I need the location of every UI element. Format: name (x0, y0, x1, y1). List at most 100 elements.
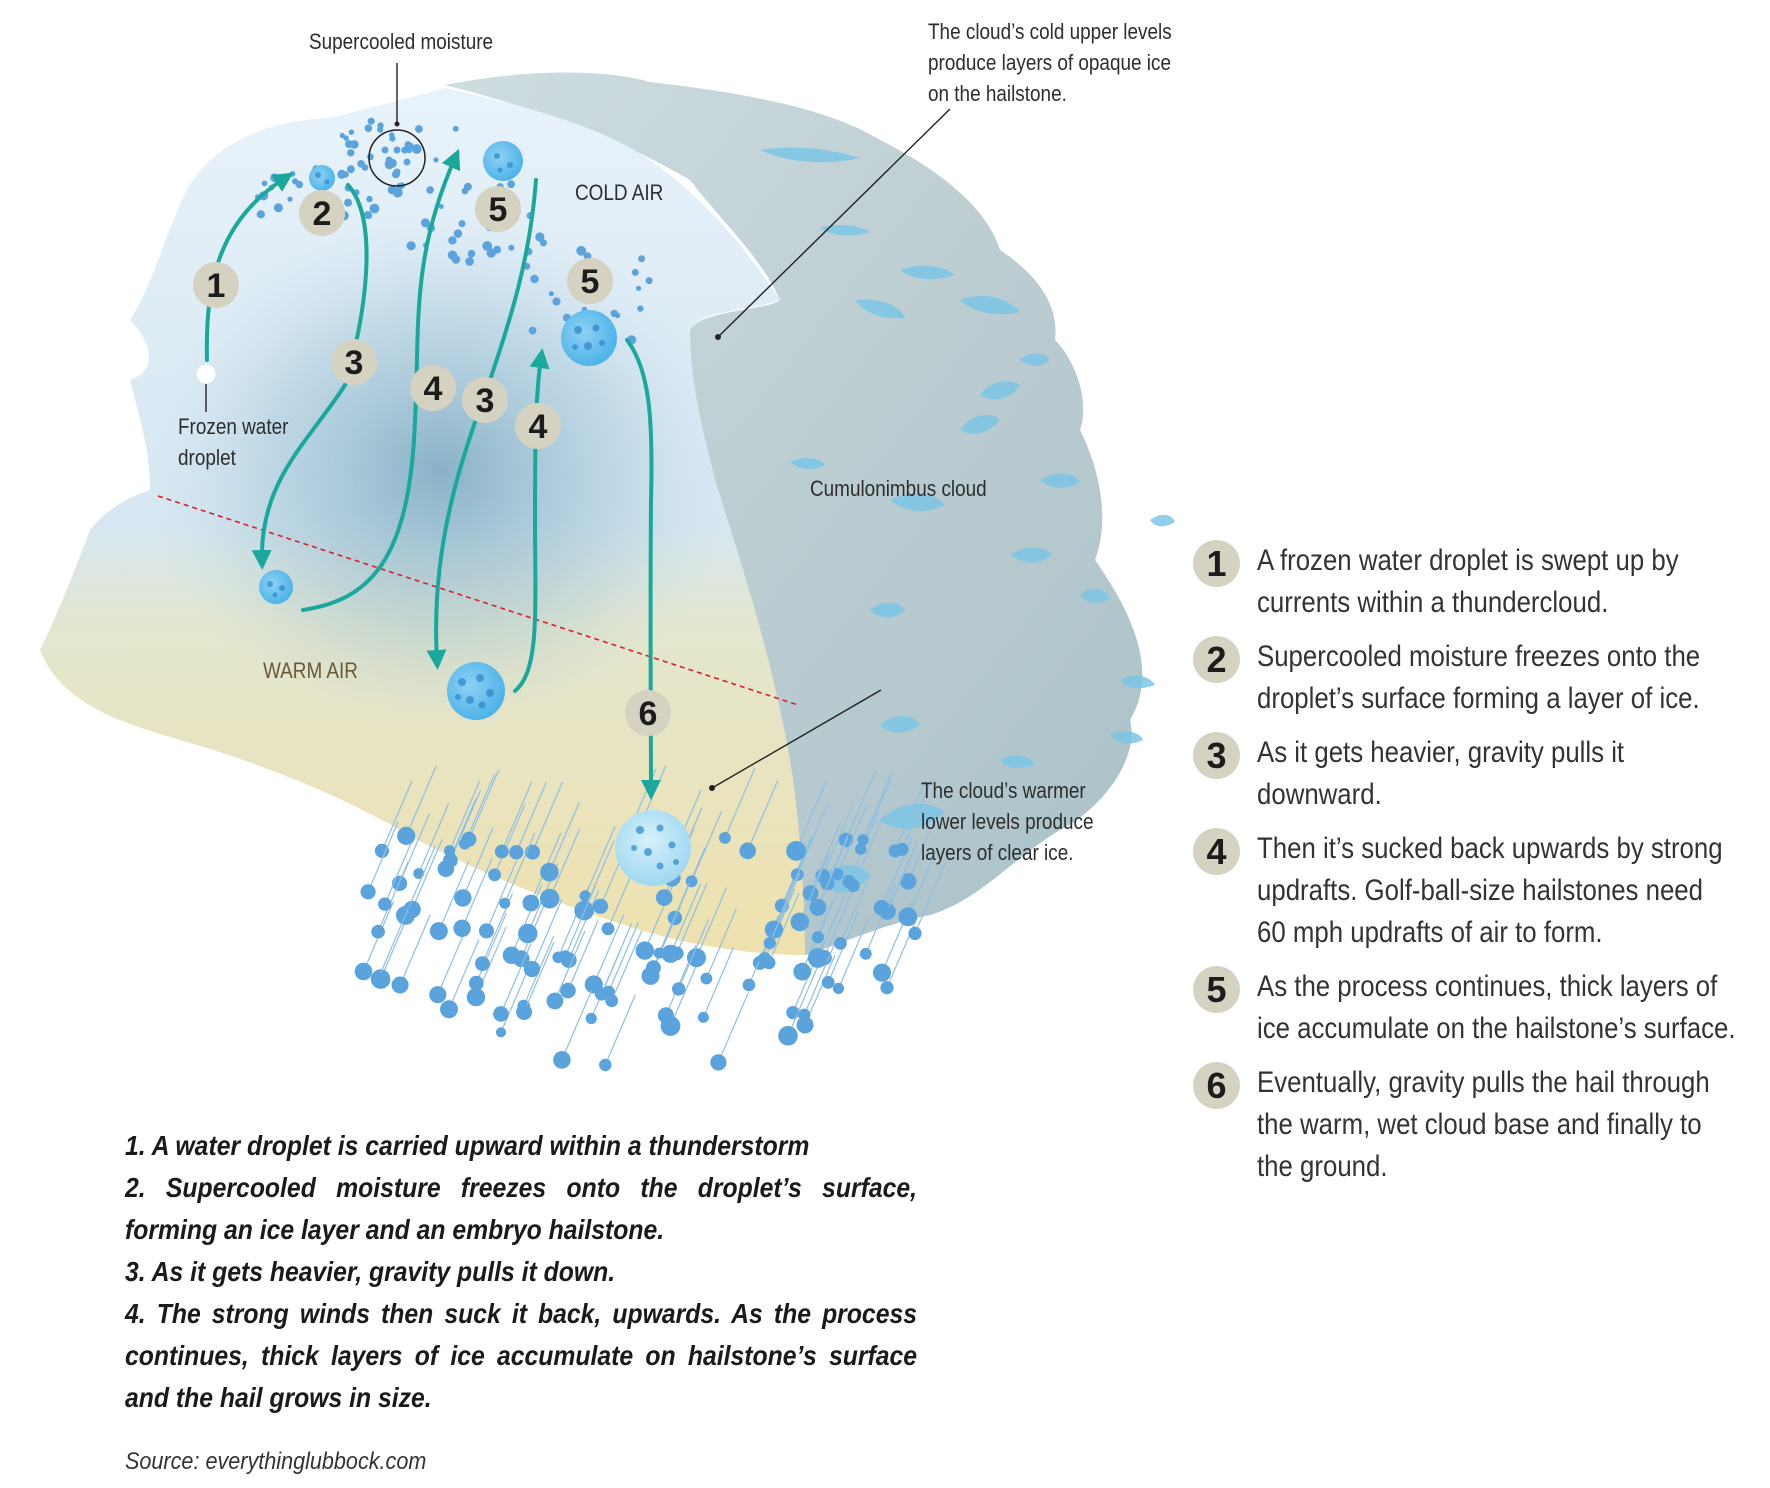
falling-hailstone (453, 919, 471, 937)
falling-hailstone (811, 931, 825, 944)
droplet-dot (344, 198, 353, 207)
diagram-badge-3: 3 (331, 339, 377, 385)
droplet-dot (381, 146, 389, 154)
hail-streak (531, 898, 563, 970)
falling-hailstone (360, 884, 376, 900)
droplet-dot (273, 203, 283, 213)
label-warm-lower-line-1: The cloud’s warmer (921, 778, 1086, 803)
falling-hailstone (832, 982, 845, 995)
arrow-path-3a (251, 383, 347, 570)
note-2: 2. Supercooled moisture freezes onto the… (125, 1172, 917, 1245)
droplet-dot (507, 180, 515, 189)
falling-hailstone (468, 975, 484, 991)
hail-streak (894, 780, 926, 852)
hailstone-stage-2 (309, 165, 335, 191)
hail-streak (561, 989, 593, 1061)
falling-hailstone (601, 922, 615, 936)
falling-hailstone (742, 978, 756, 992)
diagram-badge-2: 2 (299, 190, 345, 236)
droplet-dot (448, 236, 457, 245)
badge-circle (331, 339, 377, 385)
step-list: 1 A frozen water droplet is swept up by … (1193, 540, 1736, 1200)
falling-hailstone (371, 924, 385, 939)
hail-streak (449, 790, 481, 861)
hail-streak (461, 858, 493, 929)
label-cold-upper-levels: The cloud’s cold upper levels produce la… (928, 16, 1172, 109)
droplet-dot (337, 169, 347, 179)
hail-streak (769, 872, 801, 944)
falling-hailstone (809, 898, 827, 916)
falling-hailstone (820, 876, 835, 891)
falling-hailstone (719, 832, 731, 844)
hail-streak (837, 918, 870, 989)
falling-hailstone (778, 1026, 798, 1046)
hail-streak (377, 908, 409, 979)
label-frozen-line-2: droplet (178, 445, 236, 470)
droplet-dot (256, 210, 265, 219)
falling-hailstone (523, 960, 541, 978)
hail-streak (907, 811, 939, 882)
falling-hailstone (831, 868, 844, 881)
droplet-dot (453, 229, 463, 238)
falling-hailstone (834, 937, 847, 950)
falling-hailstone (461, 831, 477, 847)
hail-streak (817, 867, 849, 938)
droplet-dot (528, 326, 537, 335)
diagram-badge-3: 3 (462, 377, 508, 423)
hail-streak (901, 779, 933, 850)
arrow-path-1 (204, 172, 294, 362)
hail-streak (747, 780, 779, 852)
droplet-dot (415, 125, 423, 133)
falling-hailstone (895, 842, 909, 856)
falling-hailstone (540, 862, 559, 882)
hail-streak (367, 821, 399, 892)
falling-hailstone (685, 875, 698, 888)
hail-streak (564, 886, 596, 957)
hail-streak (462, 827, 494, 899)
falling-hailstone (397, 826, 416, 846)
falling-hailstone (645, 960, 661, 976)
droplet-dot (369, 203, 380, 214)
falling-hailstone (475, 956, 490, 971)
step-badge: 2 (1193, 636, 1240, 683)
hail-streak (773, 859, 805, 930)
falling-hailstone (429, 986, 447, 1004)
droplet-dot (377, 122, 384, 129)
hail-streak (548, 801, 580, 873)
droplet-dot (452, 125, 459, 132)
badge-number: 4 (424, 370, 443, 408)
falling-hailstone (898, 907, 918, 927)
hail-streak (611, 930, 643, 1001)
droplet-dot (426, 186, 434, 194)
source-credit: Source: everythinglubbock.com (125, 1448, 427, 1475)
falling-hailstone (846, 879, 860, 893)
droplet-dot (287, 196, 293, 202)
falling-hailstone (559, 950, 572, 963)
falling-hailstone (857, 834, 869, 846)
droplet-dot (393, 168, 401, 176)
badge-circle (567, 258, 613, 304)
droplet-dot (366, 212, 373, 219)
falling-hailstone (372, 972, 385, 984)
droplet-dot (465, 257, 474, 266)
step-item-2: 2 Supercooled moisture freezes onto the … (1193, 636, 1733, 720)
droplet-dot (493, 245, 502, 254)
droplet-dot (289, 171, 296, 177)
badge-number: 5 (581, 263, 600, 301)
hail-streak (717, 992, 749, 1063)
step-item-5: 5 As the process continues, thick layers… (1193, 966, 1736, 1050)
hail-streak (504, 832, 536, 904)
hail-streak (836, 804, 868, 875)
droplet-dot (385, 156, 393, 164)
hail-streak (914, 863, 946, 934)
supercooled-highlight-circle (368, 129, 426, 187)
falling-hailstone (413, 868, 425, 879)
falling-hailstone (605, 994, 619, 1008)
hail-streak (411, 839, 443, 910)
hail-streak (583, 840, 615, 911)
droplet-dot (406, 142, 414, 150)
hail-streak (593, 914, 625, 985)
badge-number: 1 (207, 267, 226, 305)
falling-hailstone (585, 1012, 597, 1025)
